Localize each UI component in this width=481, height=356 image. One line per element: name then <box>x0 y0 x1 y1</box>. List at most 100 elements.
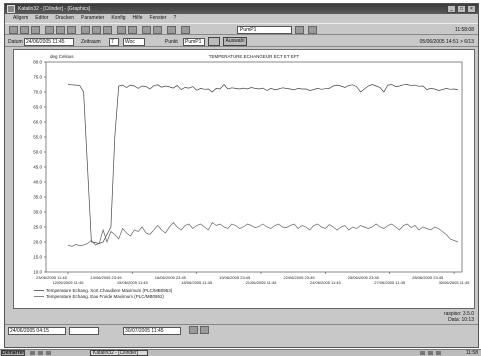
y-tick-label: 60.0 <box>33 120 42 125</box>
y-tick-label: 45.0 <box>33 165 42 170</box>
menu-item-editor[interactable]: Editor <box>35 15 49 21</box>
close-button[interactable]: × <box>467 5 476 13</box>
export-icon[interactable] <box>181 26 190 34</box>
unit-select[interactable]: Woc <box>123 38 145 46</box>
status-line-2: Data: 10:13 <box>448 317 474 323</box>
x-tick-label-bottom: 24/06/2005 11:45 <box>310 280 342 285</box>
chart-panel: TEMPERATURE ECHANGEUR ECT ET EFT deg Cels… <box>13 49 475 309</box>
y-tick-label: 75.0 <box>33 75 42 80</box>
period-field[interactable]: 7 <box>109 38 119 46</box>
chart-title: TEMPERATURE ECHANGEUR ECT ET EFT <box>209 54 300 59</box>
y-tick-label: 65.0 <box>33 105 42 110</box>
tray-volume-icon <box>428 351 433 355</box>
menu-bar: Allgem Editor Drucken Parameter Konfig H… <box>5 14 478 22</box>
taskbar-clock: 11:58 <box>465 350 478 356</box>
period-label: Zeitraum <box>81 39 101 45</box>
new-icon[interactable] <box>9 26 18 34</box>
x-tick-label-bottom: 18/06/2005 11:45 <box>181 280 213 285</box>
legend-entry: Temperature Echang. Sort.Chaudiere Maxim… <box>46 288 173 293</box>
filter-bar: Datum 24/06/2005 11:45 Zeitraum 7 Woc Pu… <box>5 36 478 47</box>
quicklaunch-ie-icon[interactable] <box>30 351 35 355</box>
window-controls: _ □ × <box>447 5 476 13</box>
filter-icon[interactable] <box>167 26 176 34</box>
x-tick-label-bottom: 30/06/2005 11:45 <box>439 280 471 285</box>
start-label: Datum <box>8 39 23 45</box>
from-scroll-field[interactable] <box>69 327 99 335</box>
menu-item-allgem[interactable]: Allgem <box>13 15 29 21</box>
device-select[interactable]: PumP1 <box>237 26 292 34</box>
title-bar: Katalin32 - [Cilinder] - [Graphics] _ □ … <box>5 4 478 14</box>
tray-network-icon <box>420 351 425 355</box>
point-pick-button[interactable] <box>208 37 220 46</box>
refresh-icon[interactable] <box>142 26 151 34</box>
start-date-field[interactable]: 24/06/2005 11:45 <box>24 38 74 46</box>
toolbar: PumP1 11:58:08 <box>5 23 478 35</box>
apply-button[interactable]: Auswahl <box>223 37 247 46</box>
y-tick-label: 80.0 <box>33 60 42 65</box>
zoom-in-icon[interactable] <box>189 326 198 334</box>
dropdown-icon[interactable] <box>295 26 304 34</box>
y-tick-label: 10.0 <box>33 270 42 275</box>
clock-readout: 11:58:08 <box>454 27 474 33</box>
from-date-field[interactable]: 24/06/2005 04:15 <box>8 327 66 335</box>
x-tick-label-top: 19/06/2005 23:45 <box>219 275 251 280</box>
zoom-icon[interactable] <box>103 26 112 34</box>
preview-icon[interactable] <box>56 26 65 34</box>
y-tick-label: 30.0 <box>33 210 42 215</box>
taskbar: Démarrer Katalin32 - [Cilinder] 11:58 <box>0 349 481 356</box>
status-line-1: raspiso: 3.5.0 <box>443 311 474 317</box>
menu-item-help[interactable]: ? <box>173 15 177 21</box>
y-tick-label: 40.0 <box>33 180 42 185</box>
y-tick-label: 70.0 <box>33 90 42 95</box>
temperature-chart: TEMPERATURE ECHANGEUR ECT ET EFT deg Cels… <box>33 54 471 299</box>
cut-icon[interactable] <box>67 26 76 34</box>
tray-antivirus-icon <box>436 351 441 355</box>
app-icon <box>7 5 15 13</box>
table-icon[interactable] <box>128 26 137 34</box>
menu-item-parameter[interactable]: Parameter <box>80 15 105 21</box>
y-tick-label: 35.0 <box>33 195 42 200</box>
point-label: Punkt <box>165 39 178 45</box>
quicklaunch-outlook-icon[interactable] <box>46 351 51 355</box>
zoom-out-icon[interactable] <box>200 326 209 334</box>
save-icon[interactable] <box>31 26 40 34</box>
y-tick-label: 15.0 <box>33 255 42 260</box>
maximize-button[interactable]: □ <box>457 5 466 13</box>
y-axis-unit-label: deg Celsius <box>50 54 74 59</box>
x-tick-label-top: 22/06/2005 23:45 <box>283 275 315 280</box>
legend-entry: Temperature Echang. Eau Froide Maximum (… <box>46 294 165 299</box>
x-first-label: 23/06/2005 11:45 <box>36 275 68 280</box>
open-icon[interactable] <box>20 26 29 34</box>
x-tick-label-top: 13/06/2005 23:45 <box>90 275 122 280</box>
menu-item-drucken[interactable]: Drucken <box>55 15 74 21</box>
point-select[interactable]: PumP1 <box>183 38 205 46</box>
plot-frame <box>45 61 463 273</box>
window-title: Katalin32 - [Cilinder] - [Graphics] <box>18 6 91 12</box>
start-button[interactable]: Démarrer <box>1 350 25 356</box>
settings-icon[interactable] <box>153 26 162 34</box>
copy-icon[interactable] <box>81 26 90 34</box>
x-tick-label-bottom: 12/06/2005 11:45 <box>53 280 85 285</box>
print-icon[interactable] <box>45 26 54 34</box>
series-line-1 <box>67 83 459 244</box>
paste-icon[interactable] <box>92 26 101 34</box>
status-block: raspiso: 3.5.0 Data: 10:13 <box>444 311 474 323</box>
application-window: Katalin32 - [Cilinder] - [Graphics] _ □ … <box>4 3 479 348</box>
y-tick-label: 25.0 <box>33 225 42 230</box>
menu-item-fenster[interactable]: Fenster <box>149 15 167 21</box>
x-tick-label-bottom: 15/06/2005 11:45 <box>117 280 149 285</box>
quicklaunch-desktop-icon[interactable] <box>38 351 43 355</box>
go-icon[interactable] <box>308 26 317 34</box>
range-info: 05/06/2005 14:51 > 6/13 <box>419 39 474 45</box>
series-line-2 <box>67 221 459 247</box>
x-tick-label-top: 16/06/2005 23:45 <box>155 275 187 280</box>
x-tick-label-top: 25/06/2005 23:45 <box>348 275 380 280</box>
minimize-button[interactable]: _ <box>447 5 456 13</box>
taskbar-item-katalin[interactable]: Katalin32 - [Cilinder] <box>90 350 148 356</box>
menu-item-hilfe[interactable]: Hilfe <box>132 15 143 21</box>
menu-item-konfig[interactable]: Konfig <box>111 15 126 21</box>
y-tick-label: 50.0 <box>33 150 42 155</box>
to-date-field[interactable]: 30/07/2005 11:45 <box>123 327 181 335</box>
chart-icon[interactable] <box>117 26 126 34</box>
y-tick-label: 55.0 <box>33 135 42 140</box>
